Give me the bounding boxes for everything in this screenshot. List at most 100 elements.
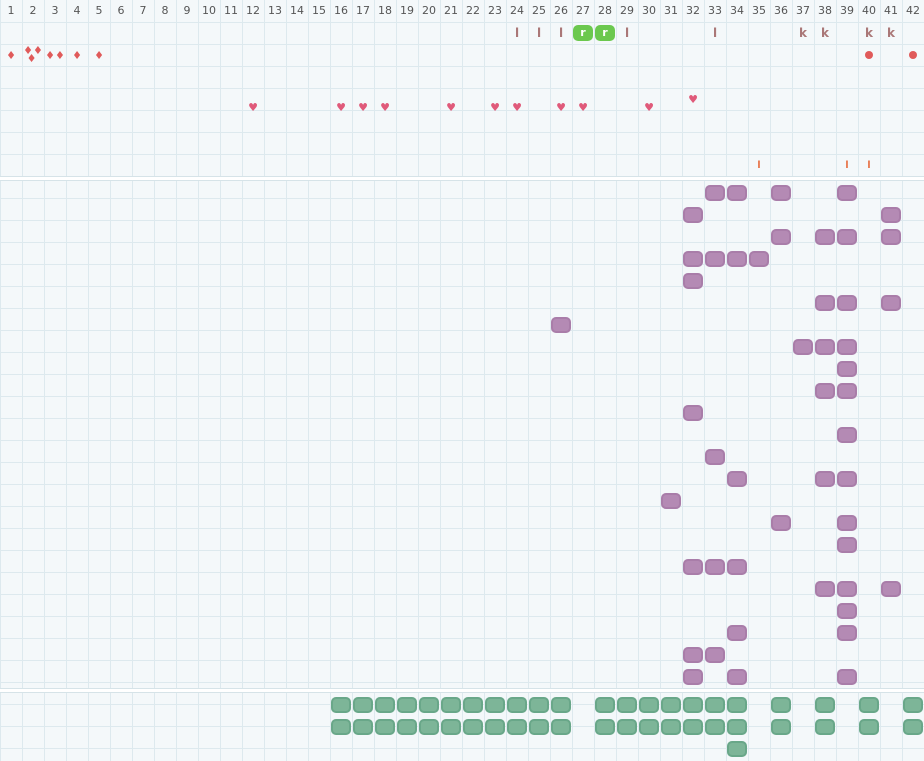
purple-blob-tile[interactable] [682, 248, 704, 270]
teal-blob-tile[interactable] [682, 716, 704, 738]
teal-blob-tile[interactable] [660, 694, 682, 716]
drop-icon[interactable]: ♦ [6, 48, 16, 62]
heart-icon[interactable]: ♥ [512, 101, 522, 115]
teal-blob-tile[interactable] [484, 716, 506, 738]
purple-blob-tile[interactable] [814, 380, 836, 402]
teal-blob-tile[interactable] [418, 716, 440, 738]
drops-icon[interactable]: ♦♦ ♦ [23, 44, 43, 65]
heart-icon[interactable]: ♥ [556, 101, 566, 115]
tick-marker-icon[interactable]: l [757, 159, 761, 171]
purple-blob-tile[interactable] [792, 336, 814, 358]
teal-blob-tile[interactable] [726, 694, 748, 716]
teal-blob-tile[interactable] [352, 694, 374, 716]
heart-icon[interactable]: ♥ [490, 101, 500, 115]
purple-blob-tile[interactable] [836, 182, 858, 204]
teal-blob-tile[interactable] [704, 716, 726, 738]
teal-blob-tile[interactable] [528, 694, 550, 716]
teal-blob-tile[interactable] [506, 694, 528, 716]
teal-blob-tile[interactable] [814, 716, 836, 738]
teal-blob-tile[interactable] [418, 694, 440, 716]
purple-blob-tile[interactable] [682, 666, 704, 688]
teal-blob-tile[interactable] [858, 716, 880, 738]
teal-blob-tile[interactable] [374, 716, 396, 738]
teal-blob-tile[interactable] [616, 716, 638, 738]
purple-blob-tile[interactable] [814, 578, 836, 600]
purple-blob-tile[interactable] [704, 446, 726, 468]
purple-blob-tile[interactable] [836, 666, 858, 688]
teal-blob-tile[interactable] [506, 716, 528, 738]
drop-icon[interactable]: ♦ [94, 48, 104, 62]
red-dot-icon[interactable] [902, 44, 924, 66]
teal-blob-tile[interactable] [330, 694, 352, 716]
teal-blob-tile[interactable] [638, 694, 660, 716]
purple-blob-tile[interactable] [836, 468, 858, 490]
purple-blob-tile[interactable] [660, 490, 682, 512]
heart-icon[interactable]: ♥ [644, 101, 654, 115]
teal-blob-tile[interactable] [396, 694, 418, 716]
teal-blob-tile[interactable] [814, 694, 836, 716]
purple-blob-tile[interactable] [836, 380, 858, 402]
teal-blob-tile[interactable] [770, 716, 792, 738]
purple-blob-tile[interactable] [836, 578, 858, 600]
teal-blob-tile[interactable] [484, 694, 506, 716]
purple-blob-tile[interactable] [704, 248, 726, 270]
purple-blob-tile[interactable] [814, 468, 836, 490]
teal-blob-tile[interactable] [770, 694, 792, 716]
l-marker-icon[interactable]: l [624, 26, 630, 40]
purple-blob-tile[interactable] [836, 600, 858, 622]
teal-blob-tile[interactable] [902, 716, 924, 738]
teal-blob-tile[interactable] [902, 694, 924, 716]
teal-blob-tile[interactable] [352, 716, 374, 738]
purple-blob-tile[interactable] [726, 182, 748, 204]
teal-blob-tile[interactable] [374, 694, 396, 716]
purple-blob-tile[interactable] [814, 292, 836, 314]
purple-blob-tile[interactable] [682, 644, 704, 666]
purple-blob-tile[interactable] [704, 182, 726, 204]
purple-blob-tile[interactable] [814, 336, 836, 358]
purple-blob-tile[interactable] [682, 270, 704, 292]
purple-blob-tile[interactable] [836, 512, 858, 534]
purple-blob-tile[interactable] [880, 292, 902, 314]
teal-blob-tile[interactable] [660, 716, 682, 738]
teal-blob-tile[interactable] [616, 694, 638, 716]
l-marker-icon[interactable]: l [712, 26, 718, 40]
teal-blob-tile[interactable] [594, 694, 616, 716]
red-dot-icon[interactable] [858, 44, 880, 66]
teal-blob-tile[interactable] [550, 716, 572, 738]
k-marker-icon[interactable]: k [865, 26, 873, 40]
purple-blob-tile[interactable] [814, 226, 836, 248]
purple-blob-tile[interactable] [836, 358, 858, 380]
heart-icon[interactable]: ♥ [380, 101, 390, 115]
teal-blob-tile[interactable] [638, 716, 660, 738]
purple-blob-tile[interactable] [682, 556, 704, 578]
teal-blob-tile[interactable] [462, 716, 484, 738]
tick-marker-icon[interactable]: l [867, 159, 871, 171]
heart-icon[interactable]: ♥ [688, 92, 698, 106]
purple-blob-tile[interactable] [770, 182, 792, 204]
purple-blob-tile[interactable] [726, 556, 748, 578]
l-marker-icon[interactable]: l [514, 26, 520, 40]
purple-blob-tile[interactable] [836, 292, 858, 314]
purple-blob-tile[interactable] [704, 644, 726, 666]
heart-icon[interactable]: ♥ [248, 101, 258, 115]
l-marker-icon[interactable]: l [558, 26, 564, 40]
teal-blob-tile[interactable] [528, 716, 550, 738]
double-drop-icon[interactable]: ♦♦ [45, 48, 65, 62]
purple-blob-tile[interactable] [704, 556, 726, 578]
k-marker-icon[interactable]: k [821, 26, 829, 40]
teal-blob-tile[interactable] [858, 694, 880, 716]
purple-blob-tile[interactable] [836, 622, 858, 644]
purple-blob-tile[interactable] [836, 336, 858, 358]
teal-blob-tile[interactable] [726, 738, 748, 760]
purple-blob-tile[interactable] [748, 248, 770, 270]
teal-blob-tile[interactable] [550, 694, 572, 716]
heart-icon[interactable]: ♥ [446, 101, 456, 115]
teal-blob-tile[interactable] [440, 694, 462, 716]
k-marker-icon[interactable]: k [887, 26, 895, 40]
purple-blob-tile[interactable] [770, 512, 792, 534]
purple-blob-tile[interactable] [770, 226, 792, 248]
heart-icon[interactable]: ♥ [336, 101, 346, 115]
purple-blob-tile[interactable] [682, 402, 704, 424]
purple-blob-tile[interactable] [726, 622, 748, 644]
purple-blob-tile[interactable] [550, 314, 572, 336]
